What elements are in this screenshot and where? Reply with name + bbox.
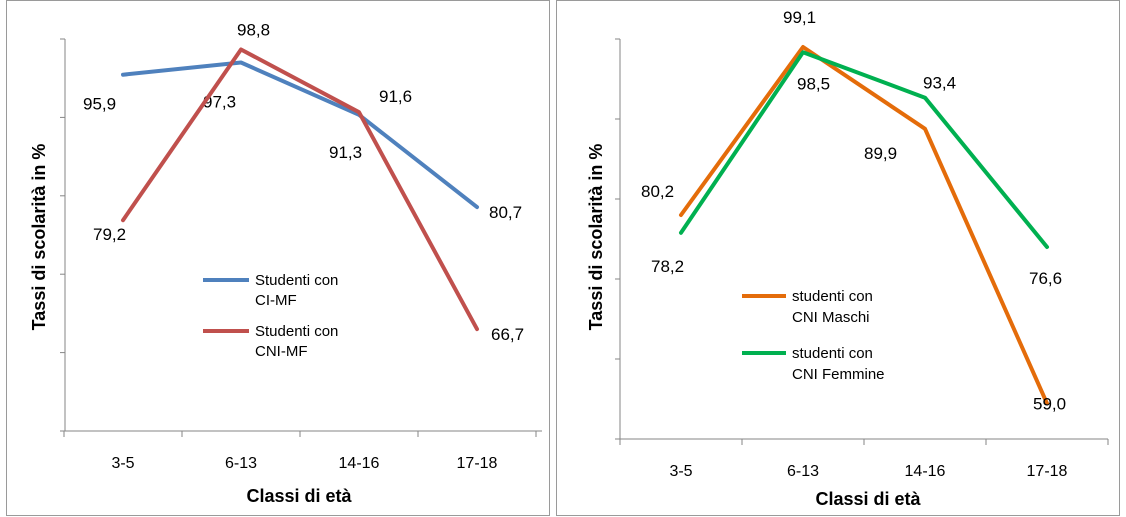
data-label: 95,9 bbox=[83, 95, 116, 114]
legend-label: studenti con bbox=[792, 288, 873, 305]
data-label: 93,4 bbox=[923, 74, 956, 93]
x-axis-title: Classi di età bbox=[246, 486, 352, 506]
data-label: 66,7 bbox=[491, 325, 524, 344]
legend-label: Studenti con bbox=[255, 272, 338, 289]
data-label: 91,6 bbox=[379, 87, 412, 106]
data-label: 91,3 bbox=[329, 143, 362, 162]
legend-label: CNI Maschi bbox=[792, 309, 870, 326]
data-label: 76,6 bbox=[1029, 269, 1062, 288]
chart-panel-left: 3-5 6-13 14-16 17-18 Classi di età Tassi di s… bbox=[6, 0, 550, 516]
data-label: 80,7 bbox=[489, 203, 522, 222]
chart-panel-right: 3-5 6-13 14-16 17-18 Classi di età Tassi di s… bbox=[556, 0, 1120, 516]
series-line-1 bbox=[679, 45, 1049, 406]
series-line-2 bbox=[121, 47, 479, 332]
data-label: 98,5 bbox=[797, 74, 830, 93]
y-axis-title: Tassi di scolarità in % bbox=[586, 144, 606, 331]
data-label: 97,3 bbox=[203, 93, 236, 112]
legend-label: CI-MF bbox=[255, 292, 297, 309]
x-tick-label: 14-16 bbox=[339, 455, 380, 472]
x-tick-label: 6-13 bbox=[225, 455, 257, 472]
data-label: 80,2 bbox=[641, 182, 674, 201]
data-label: 98,8 bbox=[237, 20, 270, 39]
x-tick-label: 17-18 bbox=[1027, 463, 1068, 480]
y-axis-title: Tassi di scolarità in % bbox=[29, 144, 49, 331]
x-tick-label: 3-5 bbox=[669, 463, 692, 480]
line-chart-left: 3-5 6-13 14-16 17-18 Classi di età Tassi di s… bbox=[29, 20, 542, 506]
data-label: 89,9 bbox=[864, 144, 897, 163]
legend-label: CNI-MF bbox=[255, 343, 308, 360]
series-line-2 bbox=[679, 50, 1049, 249]
data-label: 78,2 bbox=[651, 257, 684, 276]
legend-label: Studenti con bbox=[255, 323, 338, 340]
x-axis-title: Classi di età bbox=[815, 489, 921, 509]
x-tick-label: 3-5 bbox=[111, 455, 134, 472]
x-tick-label: 14-16 bbox=[905, 463, 946, 480]
x-tick-label: 6-13 bbox=[787, 463, 819, 480]
series-line-1 bbox=[121, 60, 479, 210]
legend-label: CNI Femmine bbox=[792, 366, 885, 383]
legend-label: studenti con bbox=[792, 345, 873, 362]
line-chart-right: 3-5 6-13 14-16 17-18 Classi di età Tassi di s… bbox=[586, 8, 1109, 509]
data-label: 59,0 bbox=[1033, 394, 1066, 413]
x-tick-label: 17-18 bbox=[457, 455, 498, 472]
data-label: 79,2 bbox=[93, 225, 126, 244]
data-label: 99,1 bbox=[783, 8, 816, 27]
